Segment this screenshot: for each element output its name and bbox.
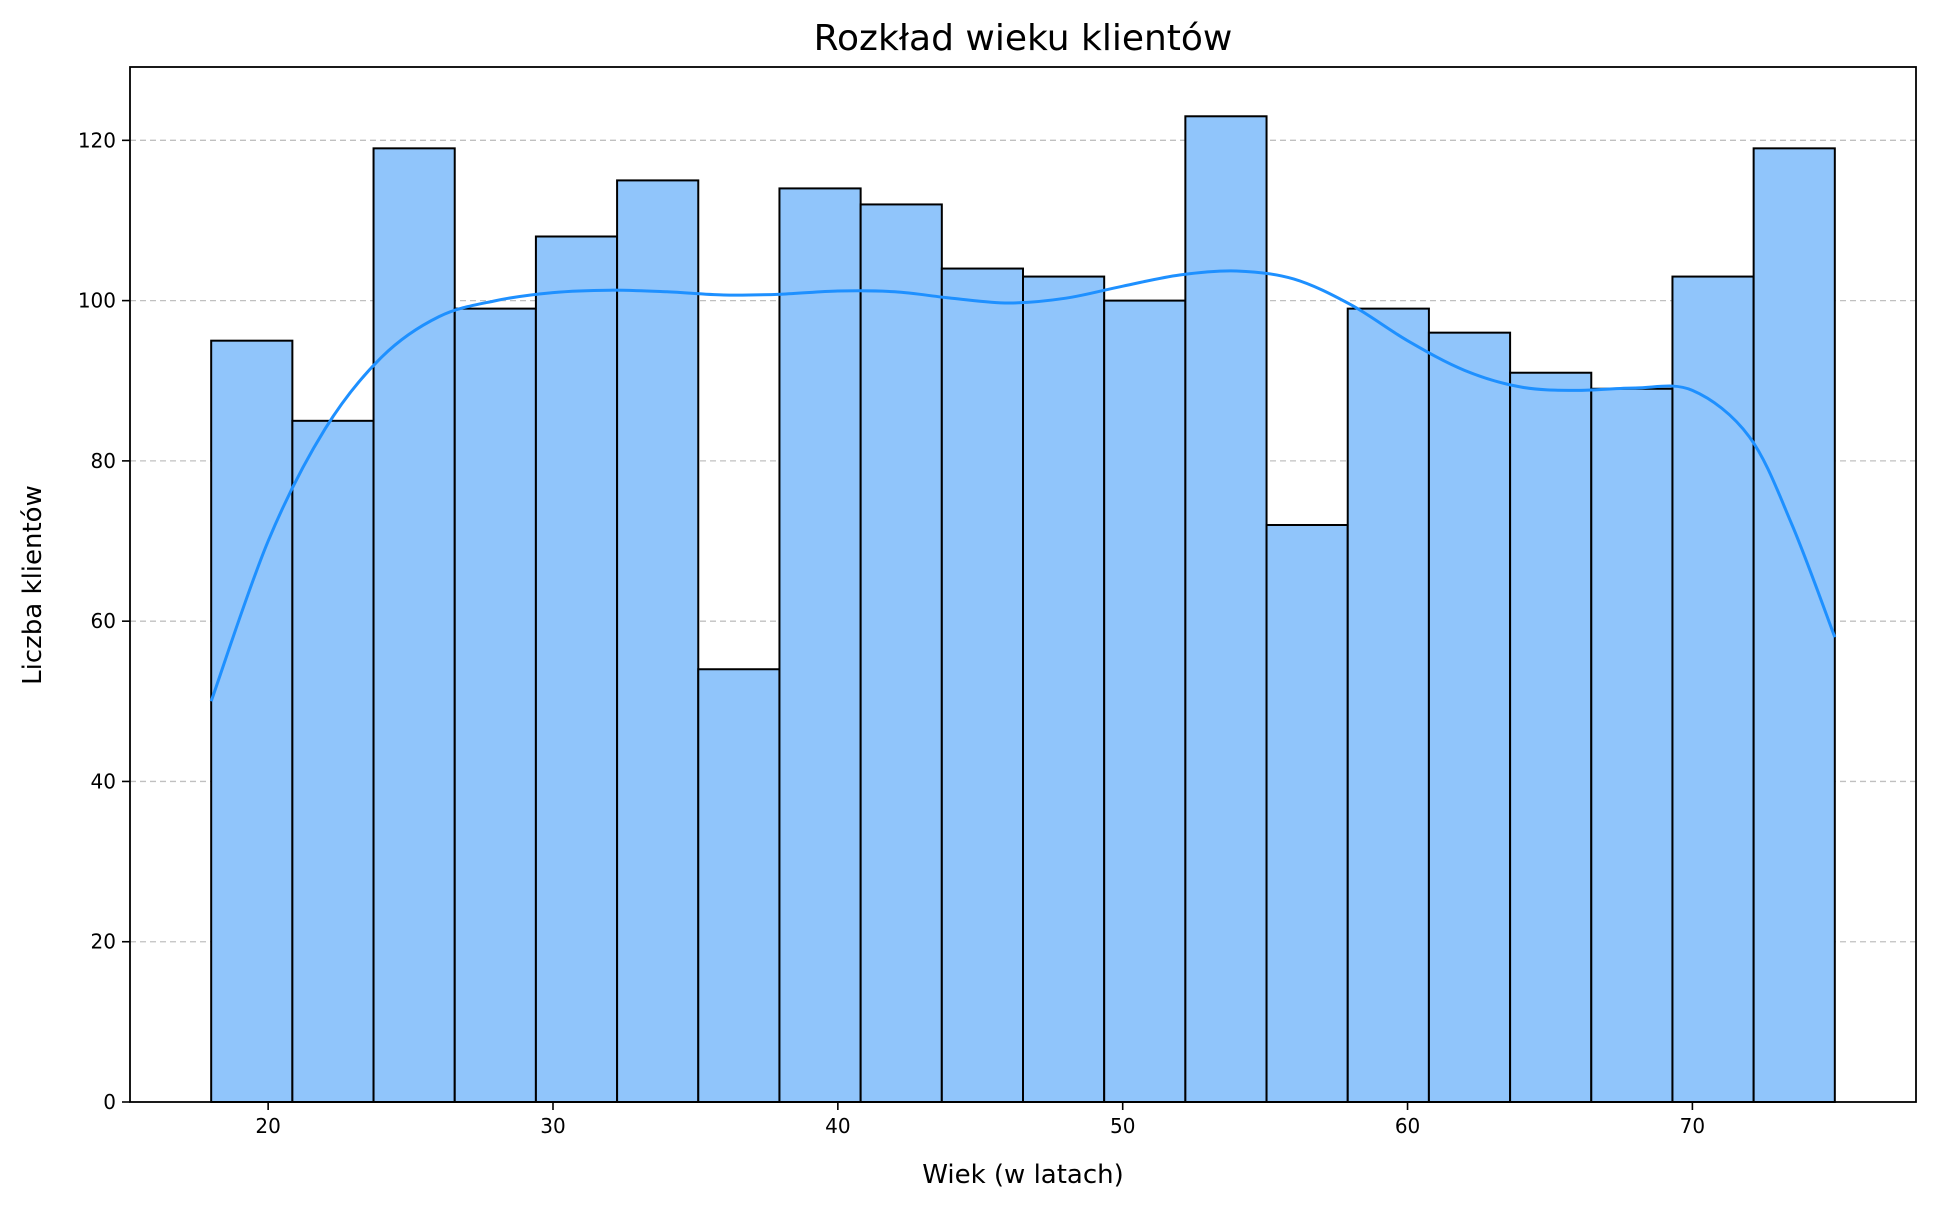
histogram-bar-3	[372, 147, 456, 1103]
histogram-bar-17	[1509, 371, 1593, 1104]
histogram-bar-20	[1752, 147, 1836, 1103]
histogram-bar-12	[1103, 299, 1187, 1103]
plot-frame	[129, 66, 1917, 1103]
histogram-bar-14	[1265, 523, 1349, 1103]
histogram-bar-5	[534, 235, 619, 1104]
y-tick-label-60: 60	[91, 609, 116, 633]
histogram-bar-9	[859, 203, 943, 1103]
y-tick-label-0: 0	[103, 1090, 116, 1114]
y-tick-label-40: 40	[91, 769, 116, 793]
histogram-bar-10	[940, 267, 1024, 1103]
axes: 20 30 40 50 60 70 0 20 40 60 80 100 120	[78, 66, 1917, 1138]
x-tick-label-20: 20	[255, 1114, 280, 1138]
x-tick-label-70: 70	[1680, 1114, 1705, 1138]
kde-curve-line	[209, 269, 1837, 702]
histogram-bar-15	[1346, 307, 1430, 1103]
histogram-bar-1	[210, 339, 294, 1103]
histogram-bar-19	[1671, 275, 1755, 1103]
histogram-bar-13	[1184, 115, 1268, 1104]
x-tick-label-50: 50	[1110, 1114, 1135, 1138]
x-tick-label-40: 40	[825, 1114, 850, 1138]
y-tick-label-120: 120	[78, 128, 116, 152]
y-tick-label-80: 80	[91, 449, 116, 473]
histogram-bar-16	[1427, 331, 1512, 1103]
x-tick-label-30: 30	[540, 1114, 565, 1138]
histogram-bar-18	[1590, 387, 1674, 1103]
y-axis-title: Liczba klientów	[18, 485, 48, 685]
y-tick-label-100: 100	[78, 289, 116, 313]
x-axis-title: Wiek (w latach)	[922, 1160, 1124, 1190]
kde-curve-layer	[209, 269, 1837, 702]
histogram-bars	[210, 115, 1836, 1104]
histogram-bar-6	[616, 179, 700, 1103]
histogram-bar-8	[778, 187, 862, 1104]
y-tick-label-20: 20	[91, 930, 116, 954]
x-tick-label-60: 60	[1395, 1114, 1420, 1138]
histogram-bar-11	[1022, 275, 1106, 1103]
histogram-bar-4	[453, 307, 537, 1103]
chart-title: Rozkład wieku klientów	[814, 18, 1233, 59]
histogram-bar-2	[291, 419, 375, 1104]
histogram-bar-7	[697, 668, 781, 1103]
